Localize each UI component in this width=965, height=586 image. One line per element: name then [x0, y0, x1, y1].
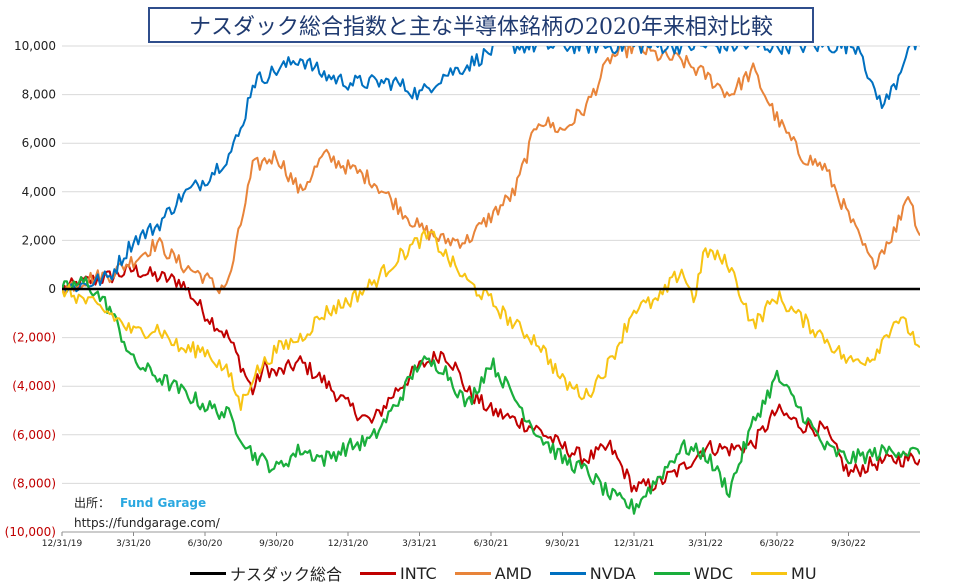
y-tick-label: 2,000: [22, 233, 56, 247]
x-tick-label: 6/30/20: [188, 539, 223, 549]
y-tick-label: (8,000): [12, 476, 56, 490]
source-note: 出所： Fund Garage: [74, 494, 206, 511]
legend-item: MU: [751, 564, 817, 583]
legend-label: INTC: [400, 563, 437, 583]
y-tick-label: (2,000): [12, 331, 56, 345]
legend-item: ナスダック総合: [190, 561, 342, 585]
legend-label: WDC: [693, 563, 734, 583]
series-line-mu: [62, 229, 920, 411]
legend-swatch: [454, 571, 491, 575]
legend-swatch: [360, 571, 397, 575]
y-tick-label: (6,000): [12, 428, 56, 442]
source-name: Fund Garage: [120, 496, 207, 510]
x-tick-label: 9/30/20: [259, 539, 294, 549]
series-line-amd: [62, 46, 920, 296]
x-tick-label: 9/30/21: [545, 539, 580, 549]
legend-label: MU: [791, 563, 817, 583]
legend-item: INTC: [360, 564, 437, 583]
x-tick-label: 6/30/22: [760, 539, 795, 549]
series-line-intc: [62, 264, 920, 493]
y-tick-label: 8,000: [22, 88, 56, 102]
series-line-nvda: [62, 46, 920, 293]
legend-swatch: [751, 571, 788, 575]
x-tick-label: 9/30/22: [831, 539, 866, 549]
legend-label: AMD: [494, 563, 532, 583]
source-url: https://fundgarage.com/: [74, 516, 220, 530]
y-tick-label: 4,000: [22, 185, 56, 199]
x-tick-label: 3/31/20: [116, 539, 151, 549]
legend-item: WDC: [653, 563, 734, 583]
y-tick-label: (4,000): [12, 379, 56, 393]
legend-label: NVDA: [589, 563, 636, 583]
y-tick-label: (10,000): [5, 525, 56, 539]
legend-item: AMD: [454, 563, 532, 583]
x-tick-label: 12/31/19: [42, 539, 83, 549]
series-lines: [62, 46, 920, 515]
legend-label: ナスダック総合: [230, 565, 343, 584]
series-line-wdc: [62, 276, 920, 515]
legend: ナスダック総合 INTC AMD NVDA WDC MU: [190, 561, 817, 585]
axes: 10,000 8,000 6,000 4,000 2,000 0 (2,000) (4,000…: [5, 39, 920, 549]
y-tick-label: 0: [48, 282, 56, 296]
x-tick-label: 3/31/22: [688, 539, 723, 549]
y-tick-label: 6,000: [22, 136, 56, 150]
x-tick-label: 3/31/21: [402, 539, 437, 549]
legend-swatch: [653, 571, 690, 575]
x-tick-label: 6/30/21: [474, 539, 509, 549]
x-tick-label: 12/31/20: [328, 539, 369, 549]
x-tick-label: 12/31/21: [614, 539, 654, 549]
y-tick-label: 10,000: [14, 39, 56, 53]
legend-item: NVDA: [549, 563, 636, 583]
chart-title: ナスダック総合指数と主な半導体銘柄の2020年来相対比較: [148, 7, 814, 43]
source-label: 出所：: [74, 496, 111, 510]
legend-swatch: [190, 571, 226, 575]
legend-swatch: [549, 571, 586, 575]
